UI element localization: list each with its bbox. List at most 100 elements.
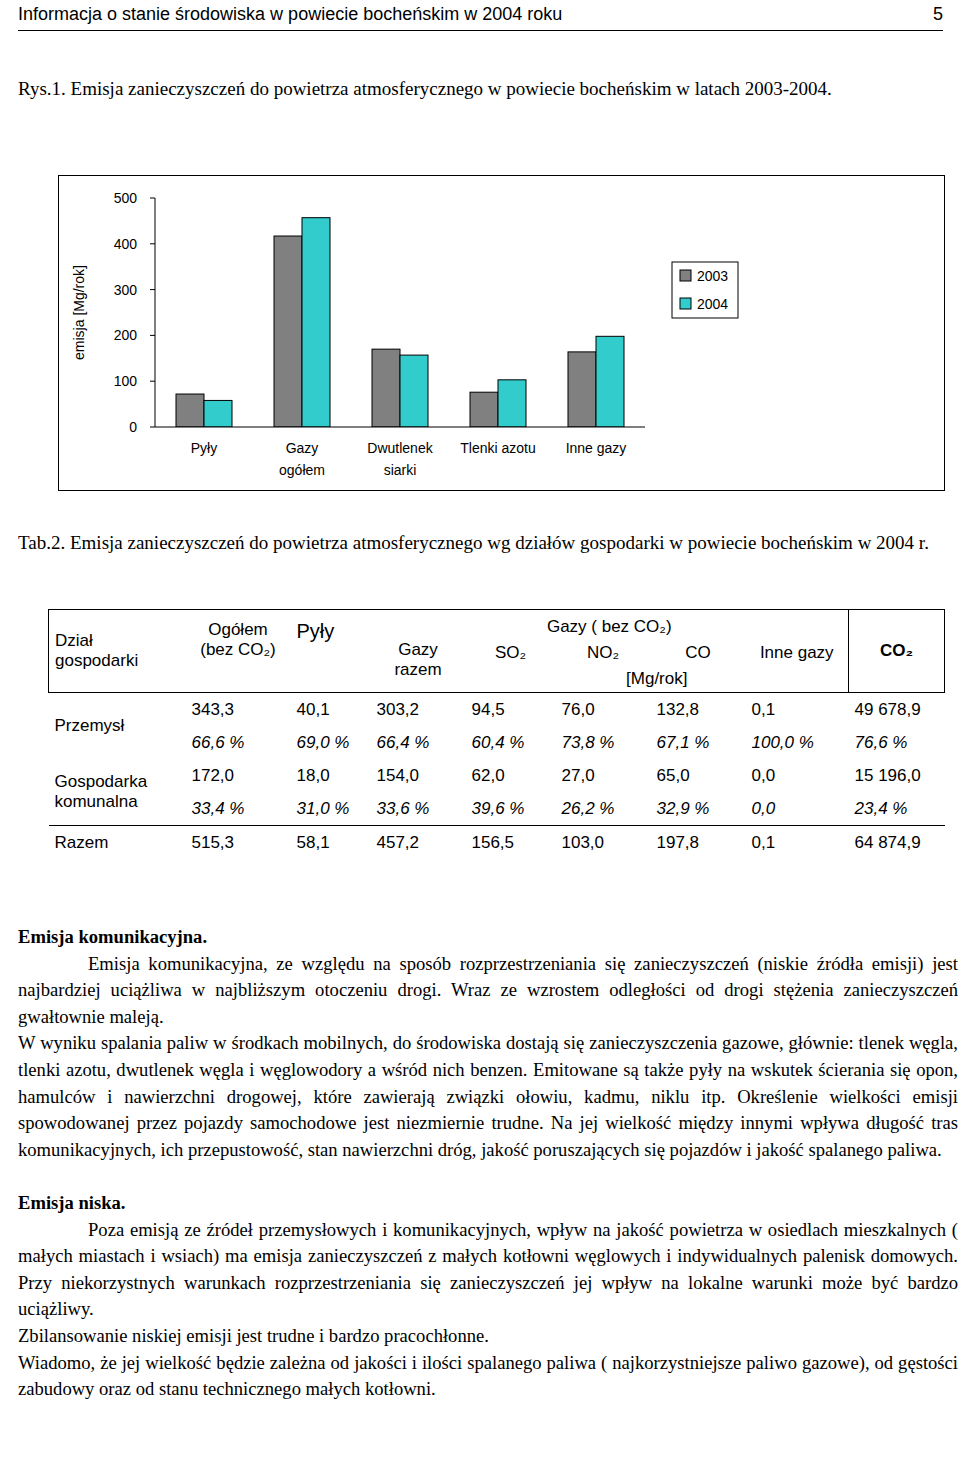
value-cell: 457,2	[371, 826, 466, 860]
section-heading: Emisja komunikacyjna.	[18, 924, 958, 951]
paragraph: Emisja komunikacyjna, ze względu na spos…	[18, 951, 958, 1031]
table-body: Przemysł343,340,1303,294,576,0132,80,149…	[49, 693, 945, 860]
legend-box	[672, 262, 738, 318]
header-cell: Inne gazy	[746, 640, 849, 666]
value-cell: 49 678,9	[849, 693, 945, 727]
value-cell: 15 196,0	[849, 759, 945, 792]
value-cell: 76,0	[556, 693, 651, 727]
bars	[176, 218, 624, 427]
total-row: Razem515,358,1457,2156,5103,0197,80,164 …	[49, 826, 945, 860]
percent-cell: 73,8 %	[556, 726, 651, 759]
x-tick-label: Tlenki azotu	[460, 440, 535, 456]
x-tick-label: Dwutlenek siarki	[367, 440, 433, 478]
value-cell: 18,0	[291, 759, 371, 792]
percent-cell: 31,0 %	[291, 792, 371, 826]
bar	[498, 380, 526, 427]
paragraph: W wyniku spalania paliw w środkach mobil…	[18, 1030, 958, 1163]
bar	[596, 336, 624, 427]
value-cell: 0,1	[746, 693, 849, 727]
percent-cell: 67,1 %	[651, 726, 746, 759]
row-label: Przemysł	[49, 693, 186, 760]
value-cell: 172,0	[186, 759, 291, 792]
section: Emisja niska.Poza emisją ze źródeł przem…	[18, 1190, 958, 1403]
value-cell: 65,0	[651, 759, 746, 792]
percent-cell: 26,2 %	[556, 792, 651, 826]
header-cell: Gazy razem	[371, 640, 466, 693]
y-tick-label: 300	[114, 282, 138, 298]
row-label: Razem	[49, 826, 186, 860]
text-sections: Emisja komunikacyjna.Emisja komunikacyjn…	[18, 924, 958, 1403]
percent-cell: 33,4 %	[186, 792, 291, 826]
y-tick	[150, 198, 155, 199]
label-line: Gazy	[286, 440, 319, 456]
legend-swatch	[680, 298, 691, 309]
y-tick-label: 200	[114, 327, 138, 343]
bar	[204, 400, 232, 427]
percent-cell: 100,0 %	[746, 726, 849, 759]
percent-cell: 69,0 %	[291, 726, 371, 759]
figure-caption: Rys.1. Emisja zanieczyszczeń do powietrz…	[18, 75, 958, 102]
table-head: Dział gospodarkiOgółem (bez CO₂)PyłyGazy…	[49, 610, 945, 693]
header-cell: CO	[651, 640, 746, 666]
value-row: Przemysł343,340,1303,294,576,0132,80,149…	[49, 693, 945, 727]
bar	[470, 392, 498, 427]
legend-swatch	[680, 270, 691, 281]
percent-cell: 33,6 %	[371, 792, 466, 826]
paragraph: Zbilansowanie niskiej emisji jest trudne…	[18, 1323, 958, 1350]
value-cell: 40,1	[291, 693, 371, 727]
bar	[302, 218, 330, 427]
value-cell: 154,0	[371, 759, 466, 792]
value-row: Gospodarka komunalna172,018,0154,062,027…	[49, 759, 945, 792]
y-axis-label: emisja [Mg/rok]	[71, 265, 87, 360]
header-group: Gazy ( bez CO₂)	[371, 610, 849, 641]
y-tick-label: 100	[114, 373, 138, 389]
value-cell: 94,5	[466, 693, 556, 727]
percent-cell: 66,6 %	[186, 726, 291, 759]
y-tick	[150, 427, 155, 428]
table-container: Dział gospodarkiOgółem (bez CO₂)PyłyGazy…	[48, 609, 945, 859]
label-line: Dwutlenek	[367, 440, 433, 456]
bar	[372, 349, 400, 427]
y-tick	[150, 243, 155, 244]
y-tick-label: 0	[129, 419, 137, 435]
y-tick	[150, 335, 155, 336]
legend-label: 2004	[697, 296, 728, 312]
header-cell: CO₂	[849, 610, 945, 693]
unit-cell: [Mg/rok]	[466, 666, 849, 693]
label-line: siarki	[384, 462, 417, 478]
value-cell: 303,2	[371, 693, 466, 727]
section-heading: Emisja niska.	[18, 1190, 958, 1217]
emission-table: Dział gospodarkiOgółem (bez CO₂)PyłyGazy…	[48, 609, 945, 859]
section: Emisja komunikacyjna.Emisja komunikacyjn…	[18, 924, 958, 1163]
percent-cell: 60,4 %	[466, 726, 556, 759]
header-cell: Dział gospodarki	[49, 610, 186, 693]
paragraph: Poza emisją ze źródeł przemysłowych i ko…	[18, 1217, 958, 1323]
percent-cell: 23,4 %	[849, 792, 945, 826]
x-tick-label: Inne gazy	[566, 440, 627, 456]
percent-row: 66,6 %69,0 %66,4 %60,4 %73,8 %67,1 %100,…	[49, 726, 945, 759]
page-header: Informacja o stanie środowiska w powieci…	[18, 0, 943, 31]
value-cell: 132,8	[651, 693, 746, 727]
percent-cell: 66,4 %	[371, 726, 466, 759]
header-row: Dział gospodarkiOgółem (bez CO₂)PyłyGazy…	[49, 610, 945, 641]
chart-frame	[59, 176, 945, 491]
y-tick	[150, 289, 155, 290]
label-line: ogółem	[279, 462, 325, 478]
y-tick	[150, 381, 155, 382]
value-cell: 62,0	[466, 759, 556, 792]
bar	[176, 394, 204, 427]
bar	[400, 355, 428, 427]
row-label: Gospodarka komunalna	[49, 759, 186, 826]
paragraph: Wiadomo, że jej wielkość będzie zależna …	[18, 1350, 958, 1403]
bar	[568, 352, 596, 427]
bar	[274, 236, 302, 427]
header-cell: Pyły	[291, 610, 371, 693]
x-tick-label: Pyły	[191, 440, 217, 456]
chart-svg: 0100200300400500emisja [Mg/rok]PyłyGazyo…	[58, 175, 945, 491]
percent-cell: 76,6 %	[849, 726, 945, 759]
value-cell: 0,1	[746, 826, 849, 860]
value-cell: 58,1	[291, 826, 371, 860]
value-cell: 156,5	[466, 826, 556, 860]
value-cell: 27,0	[556, 759, 651, 792]
percent-cell: 0,0	[746, 792, 849, 826]
